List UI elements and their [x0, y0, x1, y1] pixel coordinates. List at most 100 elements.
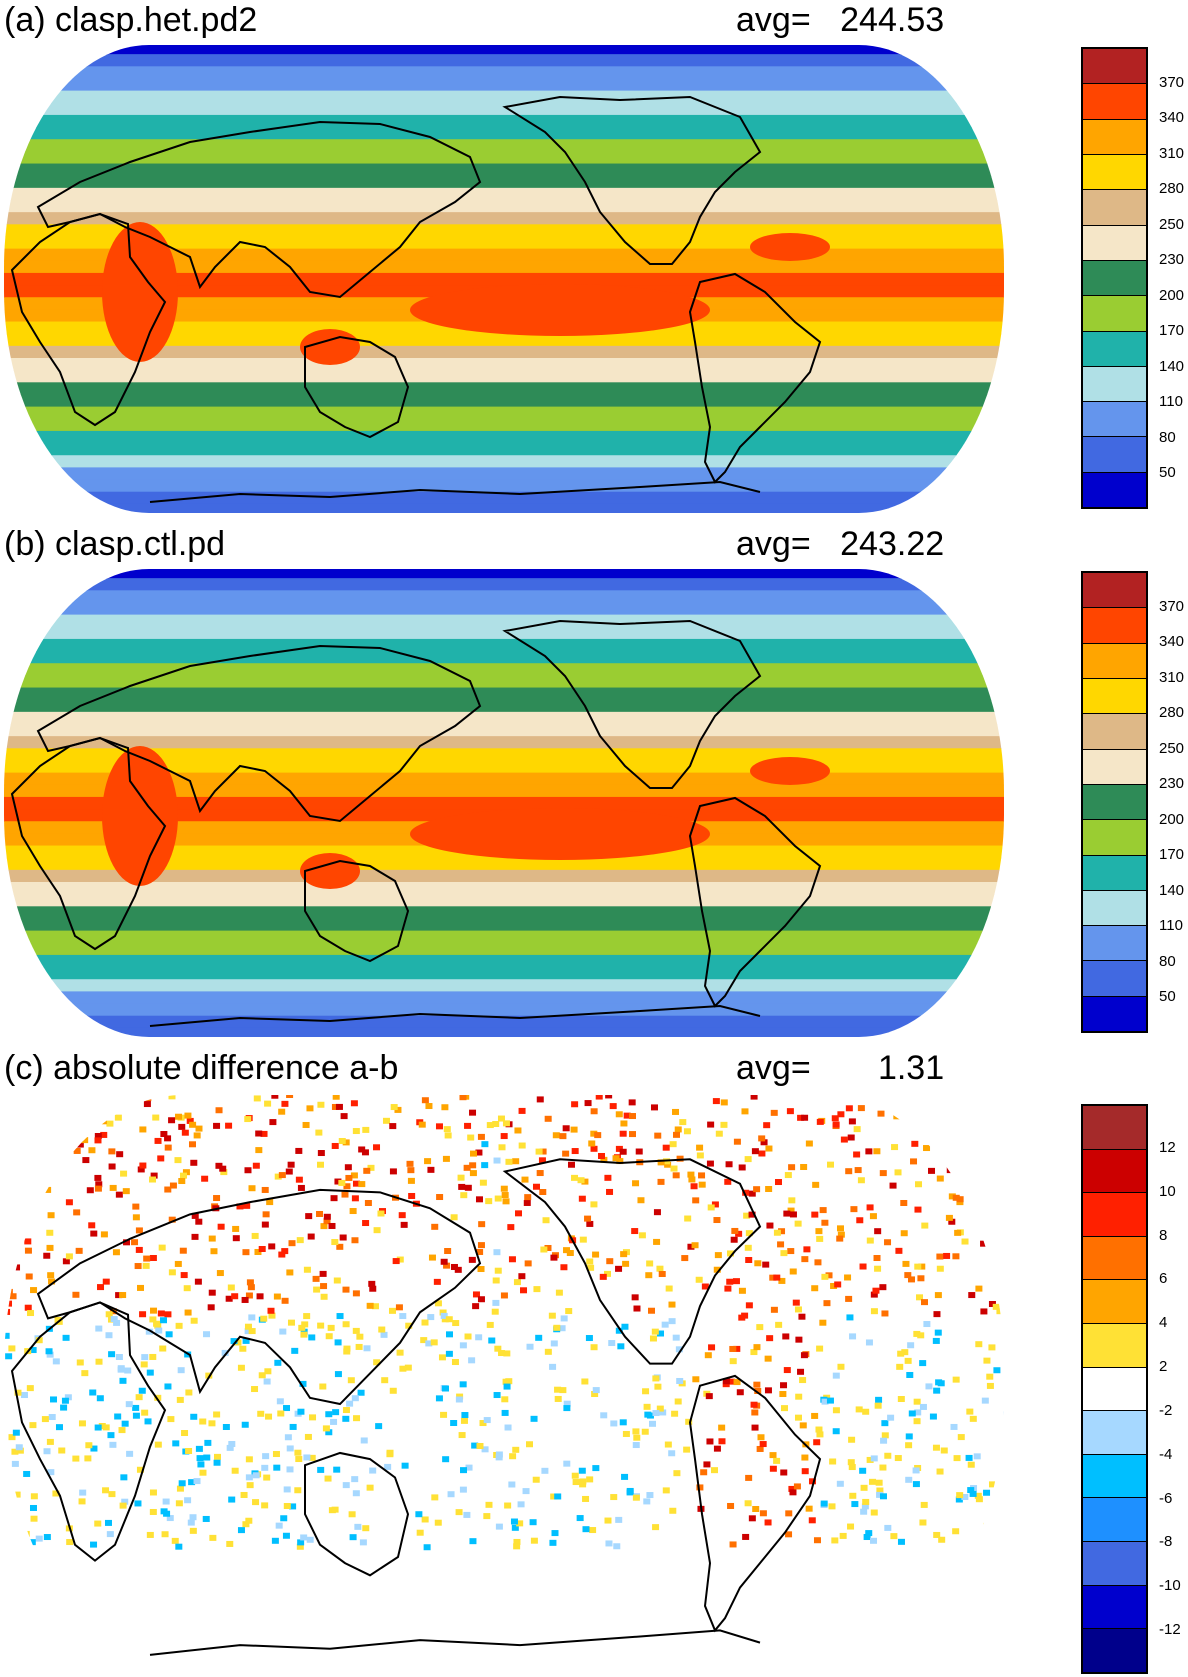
field-band	[4, 333, 1004, 347]
field-pixel	[305, 1213, 313, 1220]
field-pixel	[628, 1099, 636, 1106]
coast-north-america	[505, 97, 760, 264]
field-pixel	[623, 1112, 631, 1119]
field-pixel	[832, 1121, 840, 1128]
field-pixel	[431, 1494, 439, 1501]
field-pixel	[801, 1114, 809, 1121]
field-pixel	[900, 1230, 908, 1237]
field-pixel	[690, 1183, 698, 1190]
field-pixel	[262, 1211, 270, 1218]
field-pixel	[550, 1493, 558, 1500]
field-pixel	[676, 1155, 684, 1162]
field-pixel	[52, 1490, 60, 1497]
field-pixel	[637, 1197, 645, 1204]
field-pixel	[752, 1505, 760, 1512]
field-pixel	[731, 1227, 739, 1234]
field-pixel	[4, 1523, 11, 1530]
colorbar-segment	[1083, 260, 1146, 297]
field-pixel	[262, 1453, 270, 1460]
field-pixel	[653, 1238, 661, 1245]
field-pixel	[511, 1524, 519, 1531]
field-pixel	[581, 1178, 589, 1185]
field-pixel	[273, 1293, 281, 1300]
field-pixel	[330, 1195, 338, 1202]
field-pixel	[9, 1293, 17, 1300]
field-pixel	[245, 1292, 253, 1299]
field-pixel	[7, 1179, 15, 1186]
field-pixel	[421, 1516, 429, 1523]
field-pixel	[745, 1302, 753, 1309]
field-pixel	[297, 1408, 305, 1415]
field-band	[4, 127, 1004, 140]
field-pixel	[645, 1272, 653, 1279]
field-pixel	[972, 1198, 980, 1205]
field-pixel	[418, 1121, 426, 1128]
field-pixel	[644, 1411, 652, 1418]
field-pixel	[407, 1177, 415, 1184]
field-pixel	[113, 1319, 121, 1326]
field-pixel	[800, 1352, 808, 1359]
colorbar-label: 250	[1159, 739, 1185, 757]
field-pixel	[505, 1158, 513, 1165]
field-band	[4, 418, 1004, 432]
field-pixel	[988, 1126, 996, 1133]
field-pixel	[906, 1371, 914, 1378]
field-pixel	[758, 1135, 766, 1142]
field-pixel	[893, 1113, 901, 1120]
field-pixel	[786, 1108, 794, 1115]
field-pixel	[840, 1136, 848, 1143]
field-pixel	[24, 1160, 32, 1167]
field-pixel	[535, 1334, 543, 1341]
field-pixel	[149, 1254, 157, 1261]
field-pixel	[97, 1284, 105, 1291]
field-band	[4, 857, 1004, 871]
field-pixel	[959, 1117, 967, 1124]
field-pixel	[126, 1450, 134, 1457]
field-band	[4, 724, 1004, 737]
field-pixel	[145, 1328, 153, 1335]
field-pixel	[327, 1324, 335, 1331]
coast-eurasia	[38, 1190, 480, 1404]
field-pixel	[587, 1264, 595, 1271]
field-pixel	[943, 1252, 951, 1259]
field-pixel	[811, 1412, 819, 1419]
panel-a: (a) clasp.het.pd2 avg= 244.53 370 340 310 2…	[0, 0, 1188, 520]
field-pixel	[241, 1421, 249, 1428]
field-pixel	[912, 1467, 920, 1474]
field-pixel	[60, 1404, 68, 1411]
field-pixel	[81, 1370, 89, 1377]
field-band	[4, 443, 1004, 456]
field-pixel	[336, 1243, 344, 1250]
field-pixel	[27, 1310, 35, 1317]
field-pixel	[712, 1098, 720, 1105]
colorbar-segment	[1083, 608, 1146, 644]
field-pixel	[303, 1266, 311, 1273]
field-pixel	[934, 1329, 942, 1336]
field-pixel	[29, 1347, 37, 1354]
colorbar-segment	[1083, 296, 1146, 332]
field-pixel	[343, 1183, 351, 1190]
field-pixel	[726, 1250, 734, 1257]
field-band	[4, 503, 1004, 513]
field-pixel	[485, 1198, 493, 1205]
field-pixel	[848, 1464, 856, 1471]
field-band	[4, 163, 1004, 177]
field-pixel	[283, 1405, 291, 1412]
field-pixel	[325, 1429, 333, 1436]
field-pixel	[458, 1432, 466, 1439]
field-pixel	[63, 1120, 71, 1127]
field-pixel	[39, 1126, 47, 1133]
field-pixel	[486, 1321, 494, 1328]
field-pixel	[228, 1496, 236, 1503]
field-pixel	[153, 1320, 161, 1327]
field-pixel	[552, 1132, 560, 1139]
field-pixel	[566, 1250, 574, 1257]
field-pixel	[24, 1304, 32, 1311]
field-pixel	[674, 1398, 682, 1405]
field-pixel	[659, 1409, 667, 1416]
field-pixel	[922, 1113, 930, 1120]
field-pixel	[143, 1101, 151, 1108]
field-pixel	[993, 1367, 1001, 1374]
field-pixel	[718, 1438, 726, 1445]
field-pixel	[706, 1160, 714, 1167]
